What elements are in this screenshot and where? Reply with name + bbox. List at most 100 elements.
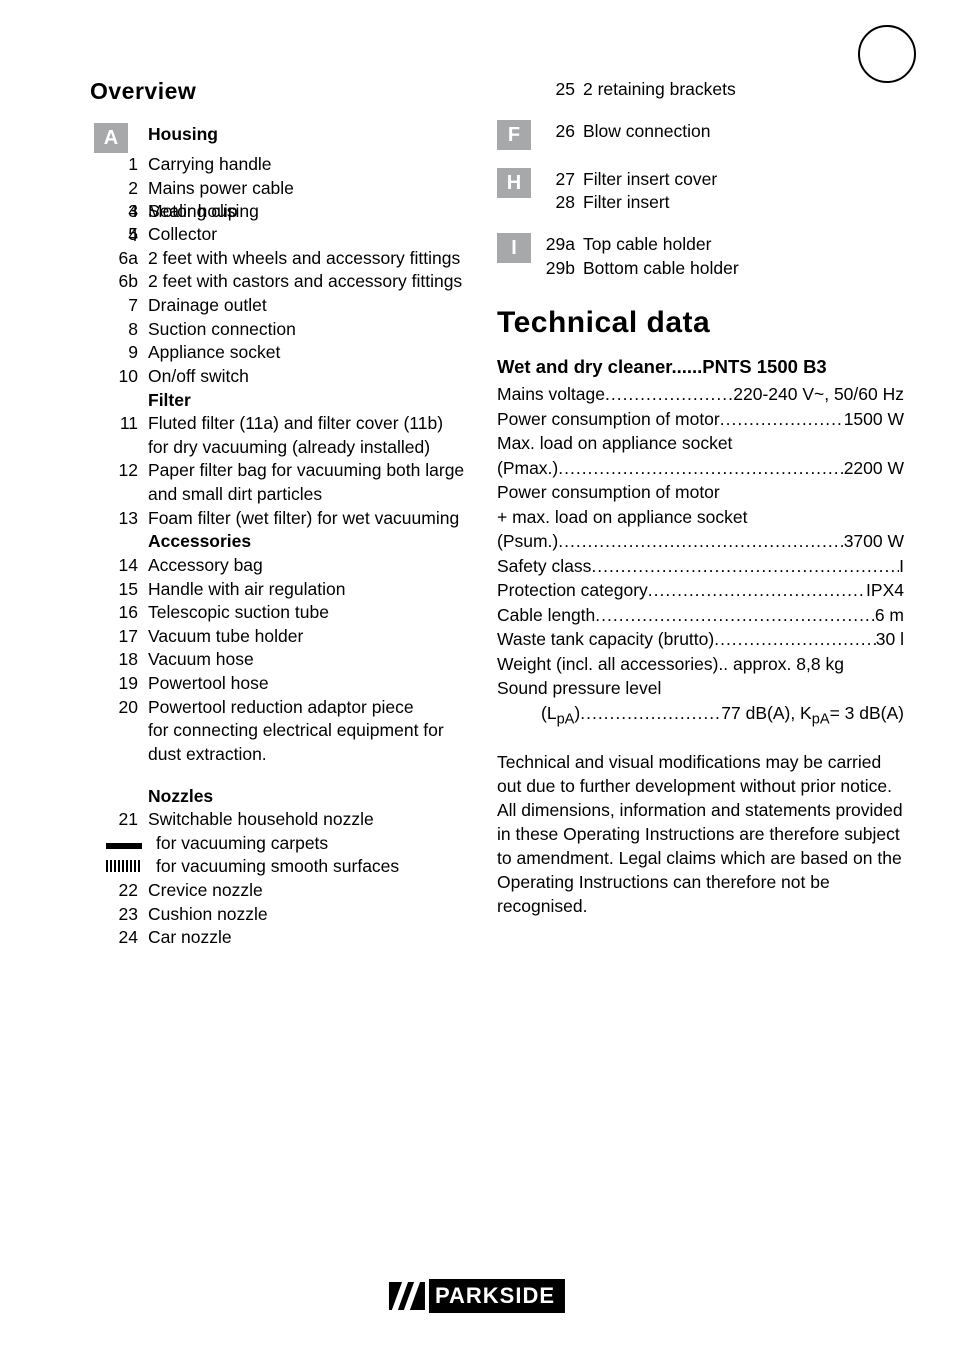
spec-mid: .. xyxy=(718,654,733,674)
filter-heading: Filter xyxy=(148,389,465,413)
smooth-surface-icon xyxy=(106,855,148,879)
spec-value: 2200 W xyxy=(844,456,904,481)
sound-pressure-label: (LpA) xyxy=(541,701,580,730)
list-num: 9 xyxy=(90,341,148,365)
spec-label: Safety class xyxy=(497,554,591,579)
brand-logo: PARKSIDE xyxy=(389,1278,565,1314)
list-num: 26 xyxy=(541,120,583,144)
spec-label: Weight (incl. all accessories) xyxy=(497,654,718,674)
letterbox-h: H xyxy=(497,168,531,198)
list-num: 23 xyxy=(90,903,148,927)
list-num: 28 xyxy=(541,191,583,215)
letterbox-a: A xyxy=(94,123,128,153)
overview-heading: Overview xyxy=(90,78,465,105)
spec-value: IPX4 xyxy=(866,578,904,603)
list-text: Blow connection xyxy=(583,120,904,144)
list-text: On/off switch xyxy=(148,365,465,389)
letterbox-i: I xyxy=(497,233,531,263)
spec-label: (Pmax.) xyxy=(497,456,558,481)
list-text: Appliance socket xyxy=(148,341,465,365)
list-num: 10 xyxy=(90,365,148,389)
list-num: 6b xyxy=(90,270,148,294)
list-num: 7 xyxy=(90,294,148,318)
spec-plain: Sound pressure level xyxy=(497,676,904,701)
list-text: Carrying handle xyxy=(148,153,465,177)
list-num: 17 xyxy=(90,625,148,649)
spec-value: 3700 W xyxy=(844,529,904,554)
list-text: 2 feet with castors and accessory fittin… xyxy=(148,270,465,294)
list-text: Paper filter bag for vacuuming both larg… xyxy=(148,459,465,506)
spec-value: 1500 W xyxy=(844,407,904,432)
list-text: Cushion nozzle xyxy=(148,903,465,927)
tech-sub-heading: Wet and dry cleaner......PNTS 1500 B3 xyxy=(497,356,904,378)
list-num: 2 xyxy=(90,177,148,201)
list-text: Mains power cable xyxy=(148,177,465,201)
list-num: 14 xyxy=(90,554,148,578)
list-text: Powertool reduction adaptor piece xyxy=(148,696,465,720)
list-text: Drainage outlet xyxy=(148,294,465,318)
spec-value: I xyxy=(899,554,904,579)
list-num: 6a xyxy=(90,247,148,271)
letterbox-a-wrap: A xyxy=(90,123,148,153)
list-text: Fluted filter (11a) and filter cover (11… xyxy=(148,412,465,459)
list-text: Foam filter (wet filter) for wet vacuumi… xyxy=(148,507,465,531)
list-text: Bottom cable holder xyxy=(583,257,904,281)
spec-value: approx. 8,8 kg xyxy=(733,654,844,674)
spec-plain: Power consumption of motor xyxy=(497,480,904,505)
list-text: Crevice nozzle xyxy=(148,879,465,903)
nozzles-heading: Nozzles xyxy=(148,785,465,809)
brand-text: PARKSIDE xyxy=(429,1279,565,1313)
list-num: 29b xyxy=(541,257,583,281)
letterbox-f: F xyxy=(497,120,531,150)
left-column: Overview A Housing 1Carrying handle 2Mai… xyxy=(90,78,465,950)
list-num: 25 xyxy=(541,78,583,102)
spec-label: Protection category xyxy=(497,578,648,603)
list-num: 27 xyxy=(541,168,583,192)
list-num: 12 xyxy=(90,459,148,483)
list-text: Vacuum hose xyxy=(148,648,465,672)
spec-value: 30 l xyxy=(876,627,904,652)
list-text: Switchable household nozzle xyxy=(148,808,465,832)
list-text: Collector xyxy=(148,223,465,247)
list-text: Telescopic suction tube xyxy=(148,601,465,625)
spec-plain: Max. load on appliance socket xyxy=(497,431,904,456)
spec-label: Waste tank capacity (brutto) xyxy=(497,627,714,652)
list-text: Handle with air regulation xyxy=(148,578,465,602)
list-num: 29a xyxy=(541,233,583,257)
list-num: 15 xyxy=(90,578,148,602)
list-text: 2 feet with wheels and accessory fitting… xyxy=(148,247,465,271)
list-text: Filter insert xyxy=(583,191,904,215)
spec-label: Power consumption of motor xyxy=(497,407,720,432)
list-num: 22 xyxy=(90,879,148,903)
technical-data-heading: Technical data xyxy=(497,306,904,340)
spec-plain: + max. load on appliance socket xyxy=(497,505,904,530)
disclaimer-paragraph: Technical and visual modifications may b… xyxy=(497,750,904,919)
spec-value: 6 m xyxy=(875,603,904,628)
list-text: Filter insert cover xyxy=(583,168,904,192)
list-num: 13 xyxy=(90,507,148,531)
spec-label: Mains voltage xyxy=(497,382,605,407)
language-badge-circle xyxy=(858,25,916,83)
list-num: 4 xyxy=(90,200,148,224)
right-column: 252 retaining brackets F 26Blow connecti… xyxy=(497,78,904,950)
list-text: Sealing clip xyxy=(148,200,465,224)
list-text: for connecting electrical equipment for … xyxy=(148,719,465,766)
accessories-heading: Accessories xyxy=(148,530,465,554)
list-num: 19 xyxy=(90,672,148,696)
list-num: 5 xyxy=(90,223,148,247)
list-text: Accessory bag xyxy=(148,554,465,578)
housing-heading: Housing xyxy=(148,123,465,147)
list-text: Powertool hose xyxy=(148,672,465,696)
list-num: 11 xyxy=(90,412,148,436)
sound-pressure-value: 77 dB(A), KpA= 3 dB(A) xyxy=(721,701,904,730)
brand-stripes-icon xyxy=(389,1282,425,1310)
list-text: Car nozzle xyxy=(148,926,465,950)
spec-label: Cable length xyxy=(497,603,595,628)
list-num: 8 xyxy=(90,318,148,342)
carpet-icon-label: for vacuuming carpets xyxy=(156,832,328,856)
list-text: 2 retaining brackets xyxy=(583,78,904,102)
tech-spec-block: Mains voltage 220-240 V~, 50/60 Hz Power … xyxy=(497,382,904,729)
list-num: 18 xyxy=(90,648,148,672)
spec-value: 220-240 V~, 50/60 Hz xyxy=(733,382,904,407)
list-num: 16 xyxy=(90,601,148,625)
